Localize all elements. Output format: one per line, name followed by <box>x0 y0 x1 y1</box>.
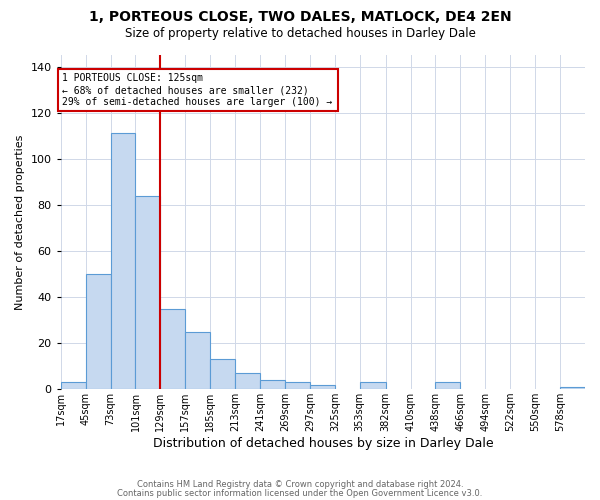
Bar <box>61 382 86 389</box>
X-axis label: Distribution of detached houses by size in Darley Dale: Distribution of detached houses by size … <box>152 437 493 450</box>
Bar <box>185 332 210 389</box>
Bar <box>160 308 185 389</box>
Bar <box>210 359 235 389</box>
Bar <box>310 384 335 389</box>
Bar <box>136 196 160 389</box>
Bar <box>110 134 136 389</box>
Text: Contains public sector information licensed under the Open Government Licence v3: Contains public sector information licen… <box>118 488 482 498</box>
Bar <box>260 380 285 389</box>
Bar <box>436 382 460 389</box>
Text: 1 PORTEOUS CLOSE: 125sqm
← 68% of detached houses are smaller (232)
29% of semi-: 1 PORTEOUS CLOSE: 125sqm ← 68% of detach… <box>62 74 333 106</box>
Bar <box>285 382 310 389</box>
Text: 1, PORTEOUS CLOSE, TWO DALES, MATLOCK, DE4 2EN: 1, PORTEOUS CLOSE, TWO DALES, MATLOCK, D… <box>89 10 511 24</box>
Text: Contains HM Land Registry data © Crown copyright and database right 2024.: Contains HM Land Registry data © Crown c… <box>137 480 463 489</box>
Bar <box>86 274 110 389</box>
Bar <box>235 373 260 389</box>
Y-axis label: Number of detached properties: Number of detached properties <box>15 134 25 310</box>
Bar <box>560 387 585 389</box>
Bar <box>360 382 386 389</box>
Text: Size of property relative to detached houses in Darley Dale: Size of property relative to detached ho… <box>125 28 475 40</box>
